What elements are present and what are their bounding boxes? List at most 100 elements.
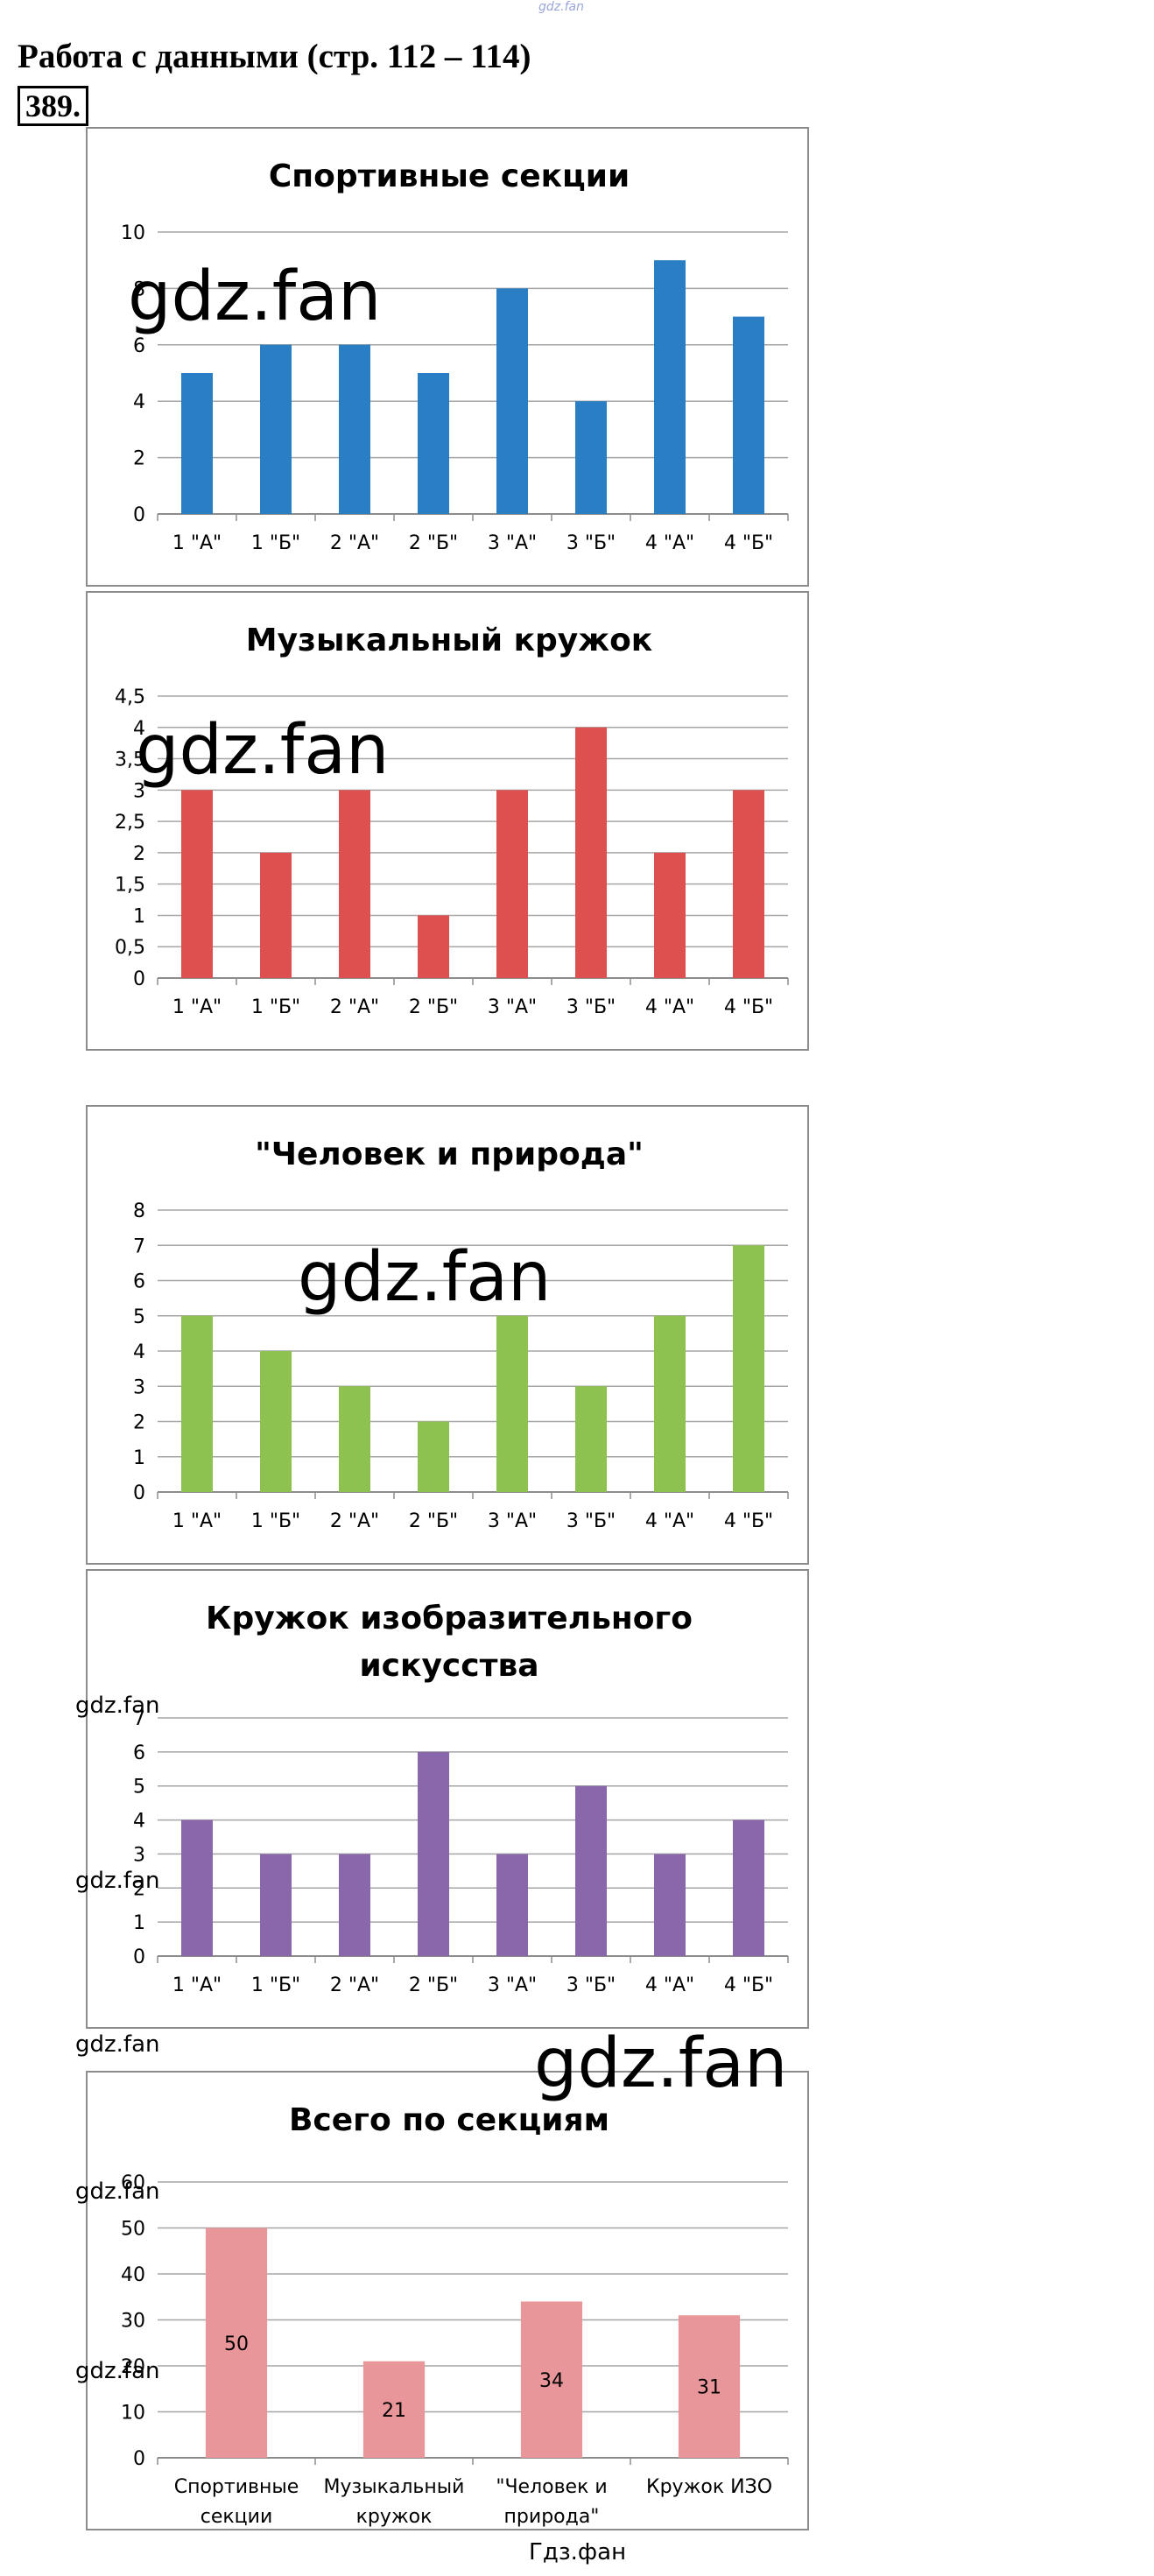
y-tick-label: 50: [121, 2219, 145, 2241]
x-tick-label: 2 "Б": [409, 996, 458, 1018]
y-tick-label: 8: [133, 1200, 145, 1222]
bar: [733, 316, 764, 514]
chart-total-by-section: Всего по секциям 0 10 20 30 40 50 60 50 Спортивны…: [121, 2102, 789, 2528]
y-tick-label: 8: [133, 278, 145, 300]
watermark-big-4: gdz.fan: [534, 2024, 788, 2103]
bar: [733, 1819, 764, 1956]
problem-number-label: 389.: [18, 86, 88, 126]
bar: [260, 1351, 292, 1492]
chart-panel-art: Кружок изобразительного искусства 0 1 2 3 4 5 6 7…: [86, 1569, 809, 2029]
chart-music-club: Музыкальный кружок 0 0,5 1 1,5 2 2,5 3 3,5 4 4,5 1 …: [115, 623, 789, 1018]
bar: [654, 852, 686, 978]
bar: [181, 1315, 213, 1492]
x-tick-label: Спортивные: [174, 2476, 299, 2498]
bar: [418, 1421, 449, 1492]
bar: [496, 1315, 528, 1492]
bar: [575, 1386, 607, 1492]
y-tick-label: 5: [133, 1777, 145, 1798]
x-tick-label: Музыкальный: [324, 2476, 465, 2498]
chart-panel-total: Всего по секциям 0 10 20 30 40 50 60 50 Спортивны…: [86, 2071, 809, 2530]
bar: [654, 1854, 686, 1956]
bar: [496, 288, 528, 514]
x-tick-label: 1 "Б": [251, 996, 300, 1018]
bar: [205, 2228, 268, 2458]
y-tick-label: 4: [133, 391, 145, 413]
bar: [496, 790, 528, 978]
bar: [181, 1819, 213, 1956]
watermark-small-4: gdz.fan: [75, 2178, 160, 2205]
x-tick-label: 3 "Б": [566, 1974, 616, 1996]
data-label: 21: [382, 2400, 406, 2422]
y-tick-label: 6: [133, 335, 145, 357]
y-tick-label: 1,5: [115, 875, 145, 897]
watermark-small-1: gdz.fan: [75, 1693, 160, 1719]
watermark-small-2: gdz.fan: [75, 1868, 160, 1894]
x-tick-label: 2 "А": [330, 996, 379, 1018]
chart-title: "Человек и природа": [255, 1137, 644, 1172]
y-tick-label: 0,5: [115, 937, 145, 959]
data-label: 34: [539, 2370, 564, 2392]
x-tick-label: 2 "А": [330, 532, 379, 554]
x-tick-label: секции: [201, 2506, 273, 2528]
bar: [575, 727, 607, 978]
watermark-big-3: gdz.fan: [298, 1238, 552, 1317]
problem-number: 389.: [18, 86, 88, 126]
x-tick-label: 3 "Б": [566, 996, 616, 1018]
bar: [339, 1854, 370, 1956]
chart-title: Кружок изобразительного: [206, 1601, 693, 1636]
x-tick-label: 1 "Б": [251, 1510, 300, 1532]
x-tick-label: 4 "А": [645, 996, 694, 1018]
x-tick-label: 4 "Б": [724, 1510, 773, 1532]
bar: [181, 790, 213, 978]
y-tick-label: 3: [133, 1844, 145, 1866]
bar: [339, 790, 370, 978]
bar: [496, 1854, 528, 1956]
watermark-small-5: gdz.fan: [75, 2358, 160, 2384]
y-tick-label: 1: [133, 1912, 145, 1934]
x-tick-label: 4 "А": [645, 1974, 694, 1996]
y-tick-label: 7: [133, 1235, 145, 1257]
chart-title: Музыкальный кружок: [246, 623, 652, 658]
y-tick-label: 4,5: [115, 686, 145, 708]
x-tick-label: 1 "Б": [251, 532, 300, 554]
y-tick-label: 20: [121, 2356, 145, 2378]
watermark-small-3: gdz.fan: [75, 2031, 160, 2058]
bar: [654, 260, 686, 514]
y-tick-label: 4: [133, 1811, 145, 1833]
y-tick-label: 60: [121, 2172, 145, 2194]
bar: [575, 401, 607, 514]
bar: [733, 790, 764, 978]
y-tick-label: 2: [133, 448, 145, 470]
bar: [260, 344, 292, 514]
chart-title: Спортивные секции: [269, 158, 630, 194]
chart-panel-music: Музыкальный кружок 0 0,5 1 1,5 2 2,5 3 3,5 4 4,5 1 …: [86, 591, 809, 1051]
page-heading: Работа с данными (стр. 112 – 114): [18, 38, 531, 75]
y-tick-label: 10: [121, 2403, 145, 2425]
bar: [418, 915, 449, 978]
bar: [418, 1751, 449, 1956]
y-tick-label: 30: [121, 2311, 145, 2333]
x-tick-label: 2 "А": [330, 1510, 379, 1532]
x-tick-label: 3 "А": [488, 1510, 537, 1532]
x-tick-label: 2 "Б": [409, 1974, 458, 1996]
x-tick-label: 1 "А": [172, 1510, 222, 1532]
x-tick-label: 3 "А": [488, 532, 537, 554]
x-tick-label: 4 "А": [645, 1510, 694, 1532]
data-label: 50: [224, 2333, 249, 2355]
bar: [339, 1386, 370, 1492]
y-tick-label: 10: [121, 222, 145, 244]
x-tick-label: 1 "Б": [251, 1974, 300, 1996]
y-tick-label: 6: [133, 1742, 145, 1764]
y-tick-label: 6: [133, 1271, 145, 1293]
bar: [260, 1854, 292, 1956]
y-tick-label: 2,5: [115, 812, 145, 834]
bar: [339, 344, 370, 514]
y-tick-label: 3,5: [115, 750, 145, 771]
x-tick-label: 4 "Б": [724, 996, 773, 1018]
x-tick-label: 3 "Б": [566, 1510, 616, 1532]
y-tick-label: 0: [133, 1946, 145, 1968]
bar: [733, 1245, 764, 1492]
x-tick-label: 1 "А": [172, 532, 222, 554]
y-tick-label: 4: [133, 718, 145, 740]
y-tick-label: 2: [133, 1412, 145, 1434]
